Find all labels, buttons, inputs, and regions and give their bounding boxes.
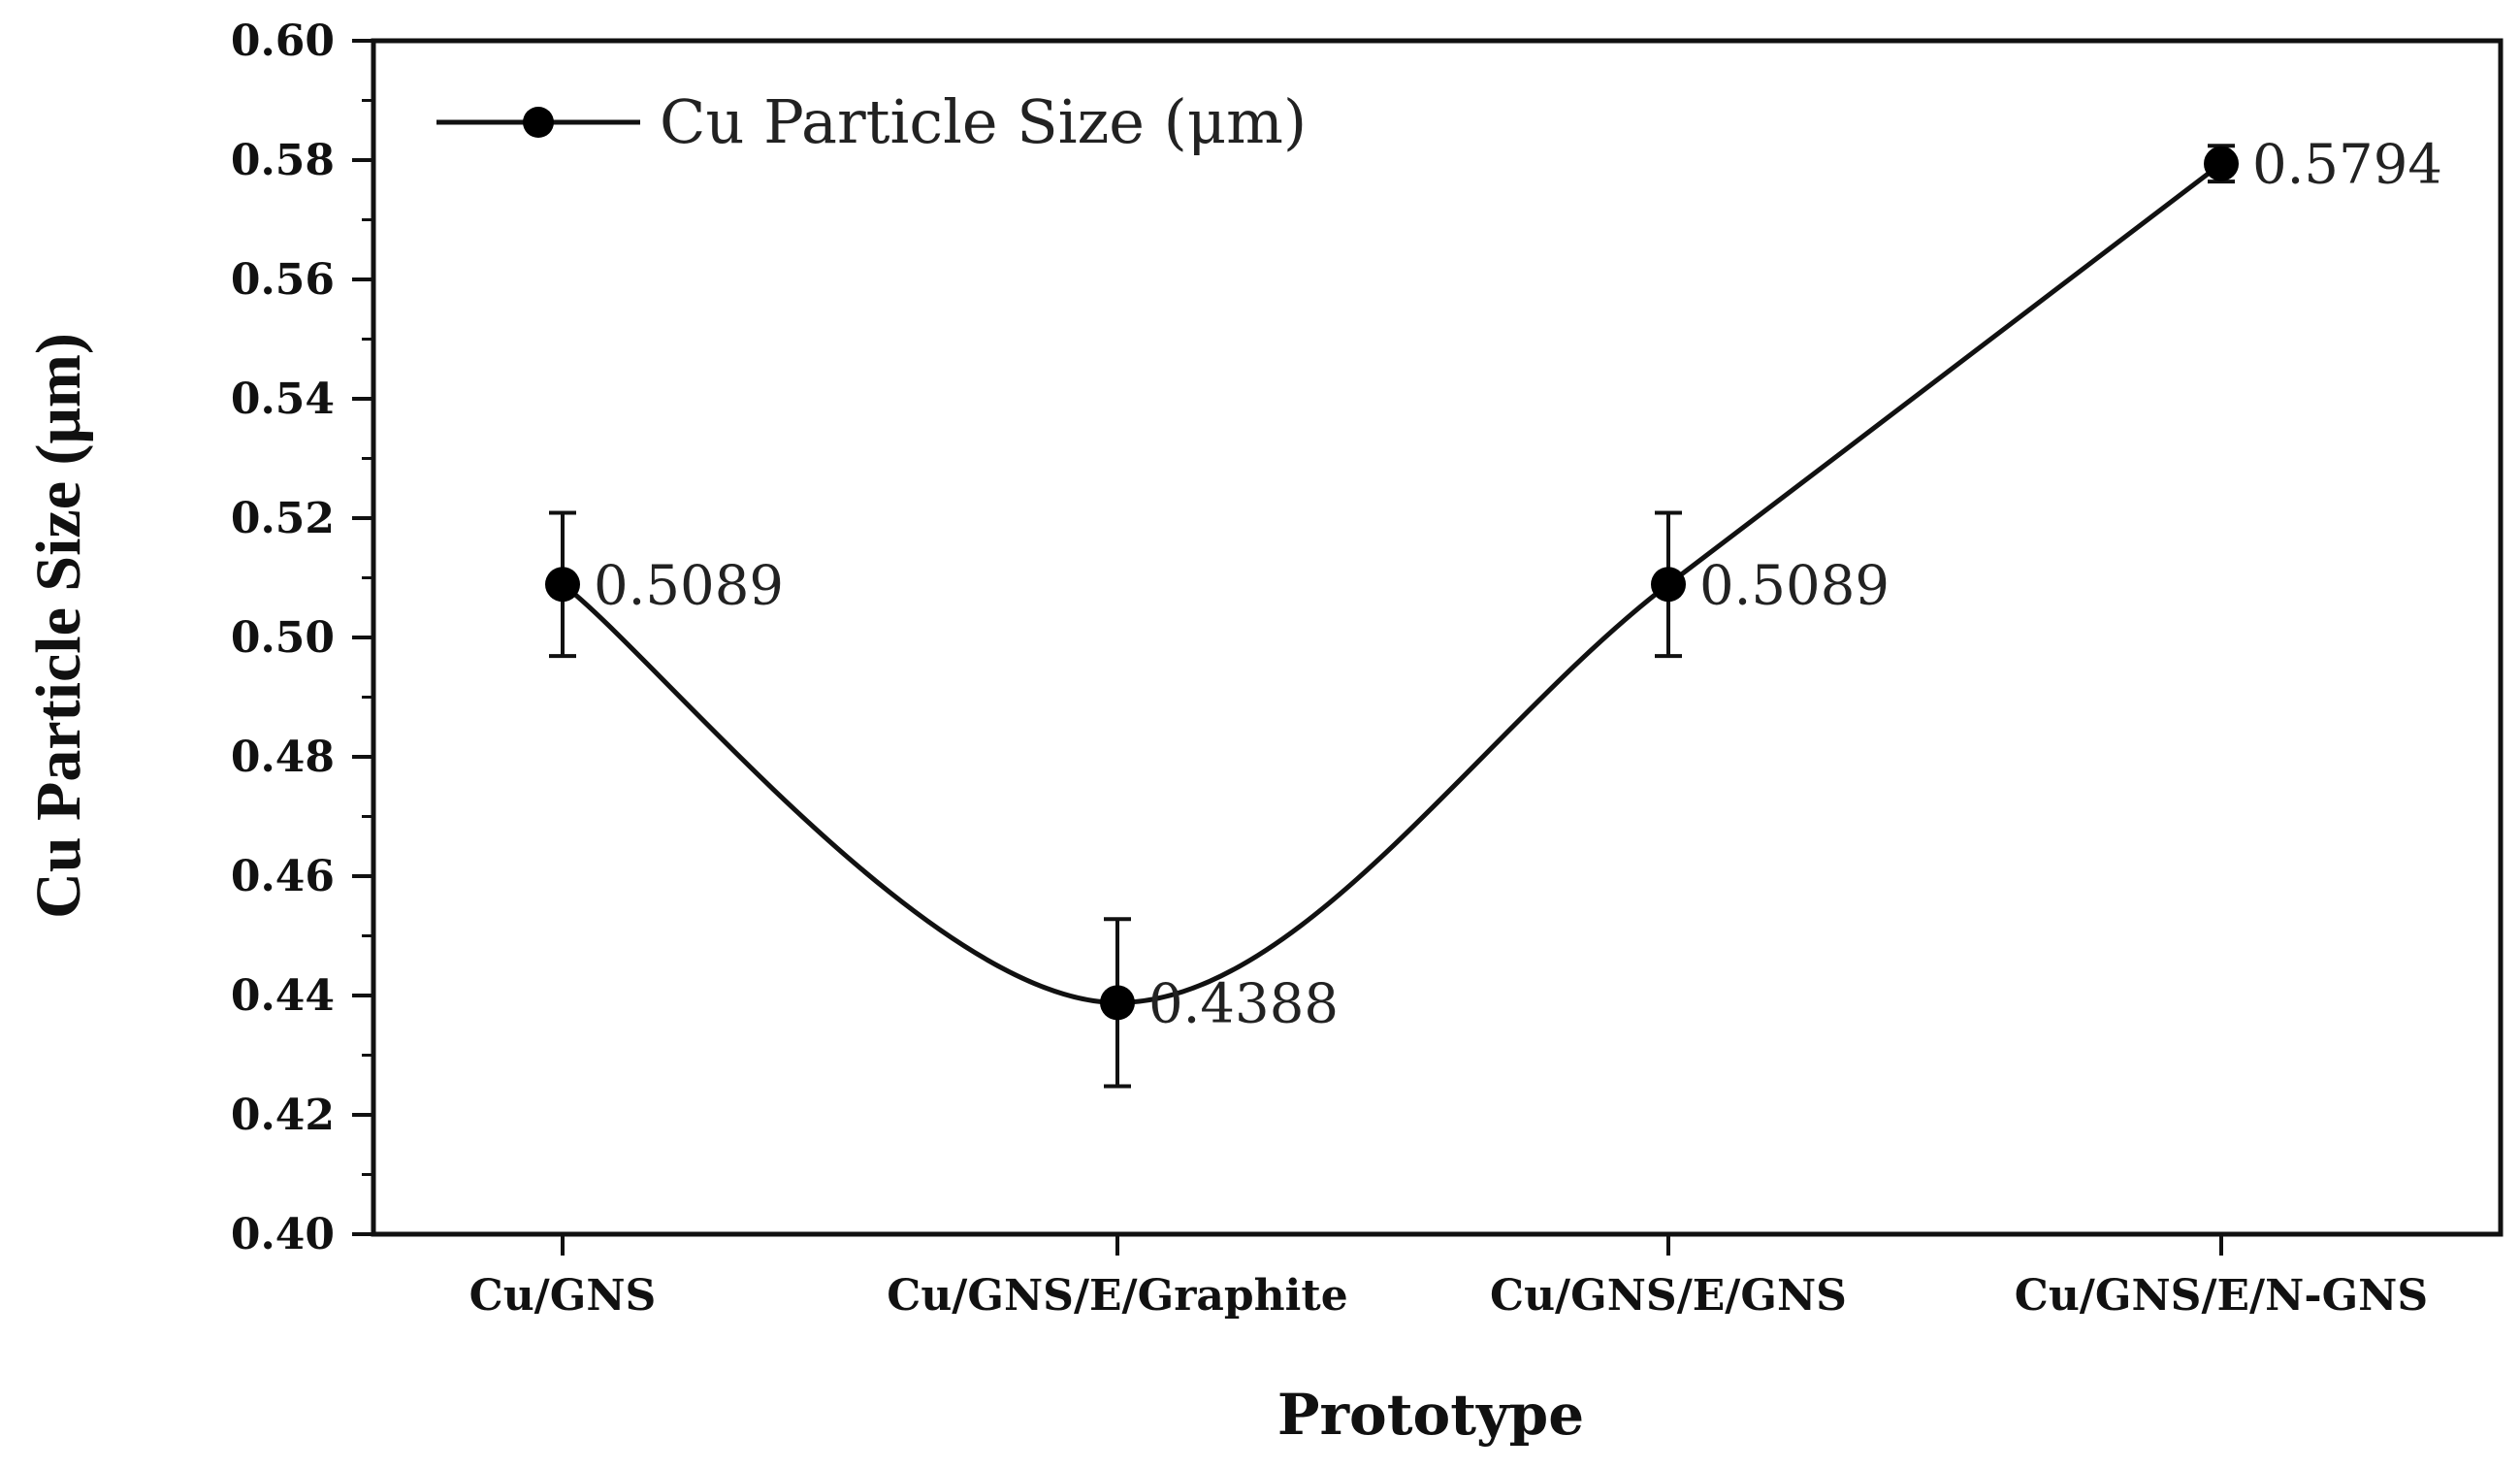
y-tick-label: 0.58 [231, 136, 335, 185]
y-tick-label: 0.42 [231, 1091, 335, 1140]
y-tick-label: 0.54 [231, 375, 335, 424]
y-tick-label: 0.48 [231, 733, 335, 782]
y-axis-title: Cu Particle Size (μm) [23, 333, 94, 919]
axes [371, 38, 2504, 1237]
x-tick-label: Cu/GNS [469, 1271, 657, 1321]
legend-marker [523, 107, 554, 138]
data-label: 0.4388 [1148, 972, 1339, 1035]
y-tick-label: 0.40 [231, 1210, 335, 1259]
y-tick-label: 0.52 [231, 494, 335, 543]
x-tick-label: Cu/GNS/E/N-GNS [2015, 1271, 2428, 1321]
data-point-group: 0.5794 [2204, 134, 2442, 197]
data-label: 0.5794 [2252, 134, 2442, 197]
x-axis-title: Prototype [1277, 1382, 1584, 1448]
data-point [1651, 567, 1686, 603]
y-tick-label: 0.56 [231, 255, 335, 305]
data-label: 0.5089 [594, 554, 784, 617]
y-tick-label: 0.44 [231, 971, 335, 1021]
plot-area: 0.5089 0.4388 0.5089 0.5794 [545, 134, 2442, 1089]
series-line [561, 161, 2223, 1005]
legend-label: Cu Particle Size (μm) [660, 86, 1307, 157]
x-tick-label: Cu/GNS/E/Graphite [887, 1271, 1347, 1321]
y-tick-label: 0.60 [231, 16, 335, 66]
data-point [1100, 985, 1135, 1021]
data-point-group: 0.5089 [1651, 510, 1890, 659]
x-axis-ticks: Cu/GNS Cu/GNS/E/Graphite Cu/GNS/E/GNS Cu/GN… [469, 1234, 2428, 1321]
data-point-group: 0.5089 [545, 510, 784, 659]
legend: Cu Particle Size (μm) [436, 86, 1307, 157]
y-tick-label: 0.46 [231, 852, 335, 901]
y-tick-label: 0.50 [231, 613, 335, 663]
data-point-group: 0.4388 [1100, 917, 1339, 1089]
data-label: 0.5089 [1699, 554, 1890, 617]
y-axis-ticks: 0.40 0.42 0.44 0.46 0.48 0.50 0.52 0.54 0.56 0.58… [231, 16, 373, 1259]
plot-frame [371, 38, 2504, 1237]
data-point [2204, 146, 2239, 181]
x-tick-label: Cu/GNS/E/GNS [1490, 1271, 1847, 1321]
data-point [545, 567, 580, 603]
